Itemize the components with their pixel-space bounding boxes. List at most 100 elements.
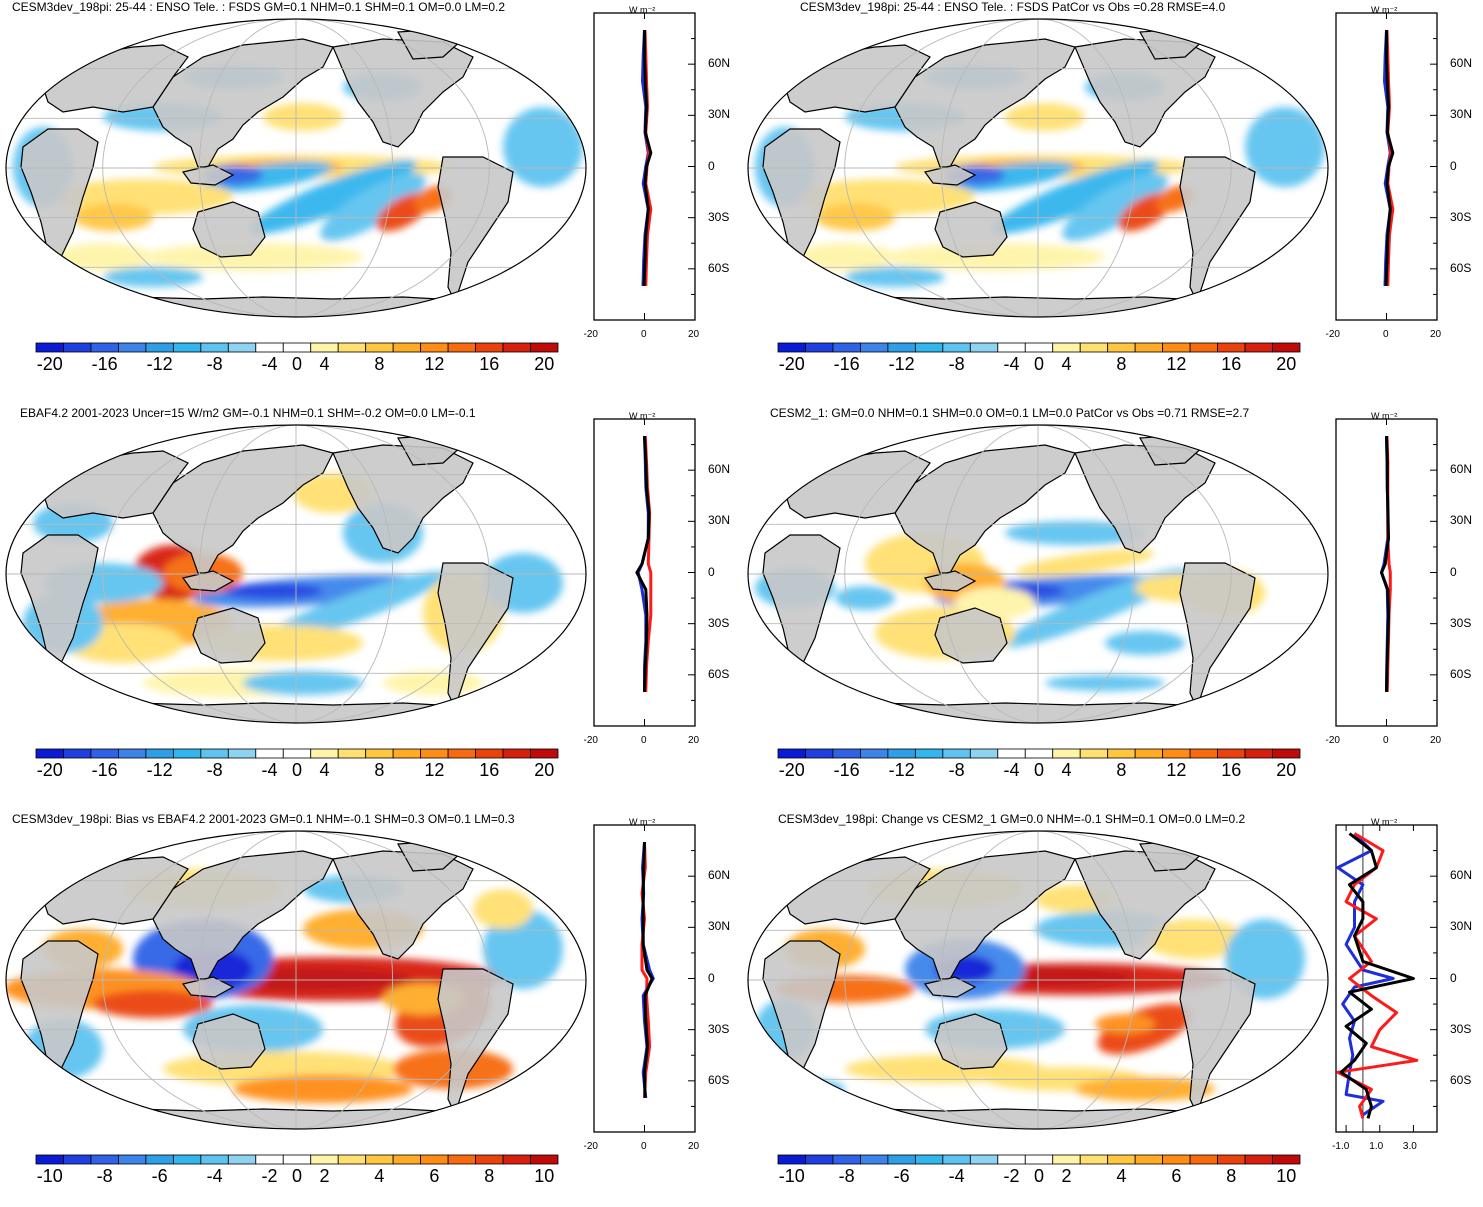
land-sam	[1179, 562, 1256, 710]
colorbar-label: 4	[319, 354, 330, 374]
zonal-mean-svg	[1335, 824, 1438, 1133]
colorbar-swatch	[1052, 1154, 1081, 1165]
colorbar-label: 8	[374, 760, 385, 780]
colorbar-swatch	[1244, 748, 1273, 759]
colorbar-swatch	[805, 342, 834, 353]
colorbar-label: -8	[948, 354, 965, 374]
zonal-latitude-label: 30S	[1450, 1021, 1472, 1036]
anomaly-patch	[1062, 173, 1168, 241]
colorbar-label: 20	[1276, 354, 1297, 374]
colorbar-swatch	[832, 748, 861, 759]
anomaly-patch	[1075, 1077, 1215, 1101]
longitude-line	[1037, 425, 1232, 723]
colorbar-swatch	[1024, 342, 1054, 353]
panel-cesm2-1: CESM2_1: GM=0.0 NHM=0.1 SHM=0.0 OM=0.1 L…	[742, 406, 1483, 801]
colorbar-swatch	[35, 1154, 64, 1165]
colorbar-swatch	[1024, 1154, 1054, 1165]
anomaly-patch	[991, 160, 1159, 234]
zonal-mean-svg	[1335, 12, 1438, 321]
colorbar	[777, 340, 1301, 358]
zonal-latitude-label: 0	[1450, 970, 1457, 985]
longitude-line	[1037, 19, 1136, 317]
land-africa	[762, 128, 841, 258]
anomaly-patch	[1015, 549, 1155, 577]
zonal-x-tick-label: 0	[1383, 735, 1389, 746]
colorbar-swatch	[337, 1154, 367, 1165]
panel-title: CESM3dev_198pi: Change vs CESM2_1 GM=0.0…	[778, 812, 1246, 826]
zonal-mean-svg	[1335, 418, 1438, 727]
map-border	[747, 830, 1329, 1130]
colorbar-label: 4	[1116, 1166, 1127, 1186]
colorbar-swatch	[860, 748, 889, 759]
panel-title: CESM3dev_198pi: Bias vs EBAF4.2 2001-202…	[12, 812, 515, 826]
zonal-latitude-label: 60N	[708, 462, 731, 477]
zonal-latitude-label: 0	[708, 970, 715, 985]
zonal-latitude-label: 60N	[708, 868, 731, 883]
land-aus	[934, 1013, 1008, 1070]
colorbar-swatch	[420, 342, 449, 353]
colorbar-swatch	[942, 748, 971, 759]
zonal-x-tick-label: -20	[583, 735, 598, 746]
colorbar-swatch	[420, 748, 449, 759]
longitude-line	[102, 19, 297, 317]
colorbar-swatch	[90, 342, 119, 353]
colorbar-swatch	[145, 342, 174, 353]
zonal-latitude-label: 0	[708, 564, 715, 579]
colorbar-label: 4	[1061, 354, 1072, 374]
colorbar-swatch	[200, 748, 229, 759]
zonal-unit-label: W m⁻²	[629, 817, 656, 827]
colorbar-label: -20	[36, 760, 63, 780]
anomaly-patch	[1095, 1014, 1155, 1034]
anomaly-patch	[835, 586, 895, 610]
panel-bias-vs-ebaf: CESM3dev_198pi: Bias vs EBAF4.2 2001-202…	[0, 812, 741, 1207]
colorbar-label: 12	[424, 354, 445, 374]
colorbar-swatch	[502, 748, 531, 759]
colorbar-swatch	[145, 1154, 174, 1165]
colorbar-svg	[35, 342, 559, 353]
longitude-line	[844, 19, 1039, 317]
land-asia	[894, 850, 1076, 980]
land-africa	[762, 534, 841, 664]
colorbar-swatch	[1134, 748, 1164, 759]
world-map	[3, 17, 589, 324]
colorbar	[35, 1152, 559, 1170]
land-asia	[894, 38, 1076, 168]
zonal-latitude-label: 60S	[1450, 666, 1472, 681]
map-svg	[5, 18, 587, 318]
colorbar-swatch	[777, 748, 806, 759]
longitude-line	[198, 425, 297, 723]
colorbar-label: 6	[429, 1166, 440, 1186]
zonal-series-black	[642, 30, 653, 286]
map-svg	[747, 18, 1329, 318]
colorbar-swatch	[447, 1154, 476, 1165]
land-mari	[181, 164, 235, 186]
colorbar-swatch	[997, 1154, 1026, 1165]
colorbar-swatch	[832, 342, 861, 353]
world-map	[745, 17, 1331, 324]
colorbar-swatch	[227, 748, 257, 759]
land-asia	[152, 850, 334, 980]
zonal-series-black	[635, 436, 651, 692]
colorbar-swatch	[832, 1154, 861, 1165]
colorbar-swatch	[200, 1154, 229, 1165]
longitude-line	[198, 831, 297, 1129]
zonal-latitude-label: 30N	[1450, 513, 1473, 528]
longitude-line	[295, 425, 490, 723]
land-mari	[923, 164, 977, 186]
colorbar-label: -8	[206, 354, 223, 374]
longitude-line	[844, 831, 1039, 1129]
colorbar-swatch	[1272, 748, 1301, 759]
colorbar-swatch	[1244, 342, 1273, 353]
colorbar-swatch	[337, 342, 367, 353]
colorbar-label: 6	[1171, 1166, 1182, 1186]
colorbar-label: -16	[91, 760, 118, 780]
colorbar-label: -16	[91, 354, 118, 374]
zonal-latitude-label: 60S	[1450, 260, 1472, 275]
panel-enso-tele-fsds-model: CESM3dev_198pi: 25-44 : ENSO Tele. : FSD…	[0, 0, 741, 395]
colorbar-swatch	[914, 1154, 944, 1165]
colorbar-swatch	[1272, 342, 1301, 353]
zonal-x-tick-label: 1.0	[1369, 1141, 1384, 1152]
map-border	[5, 18, 587, 318]
colorbar-swatch	[969, 748, 999, 759]
zonal-series-black	[1380, 436, 1390, 692]
